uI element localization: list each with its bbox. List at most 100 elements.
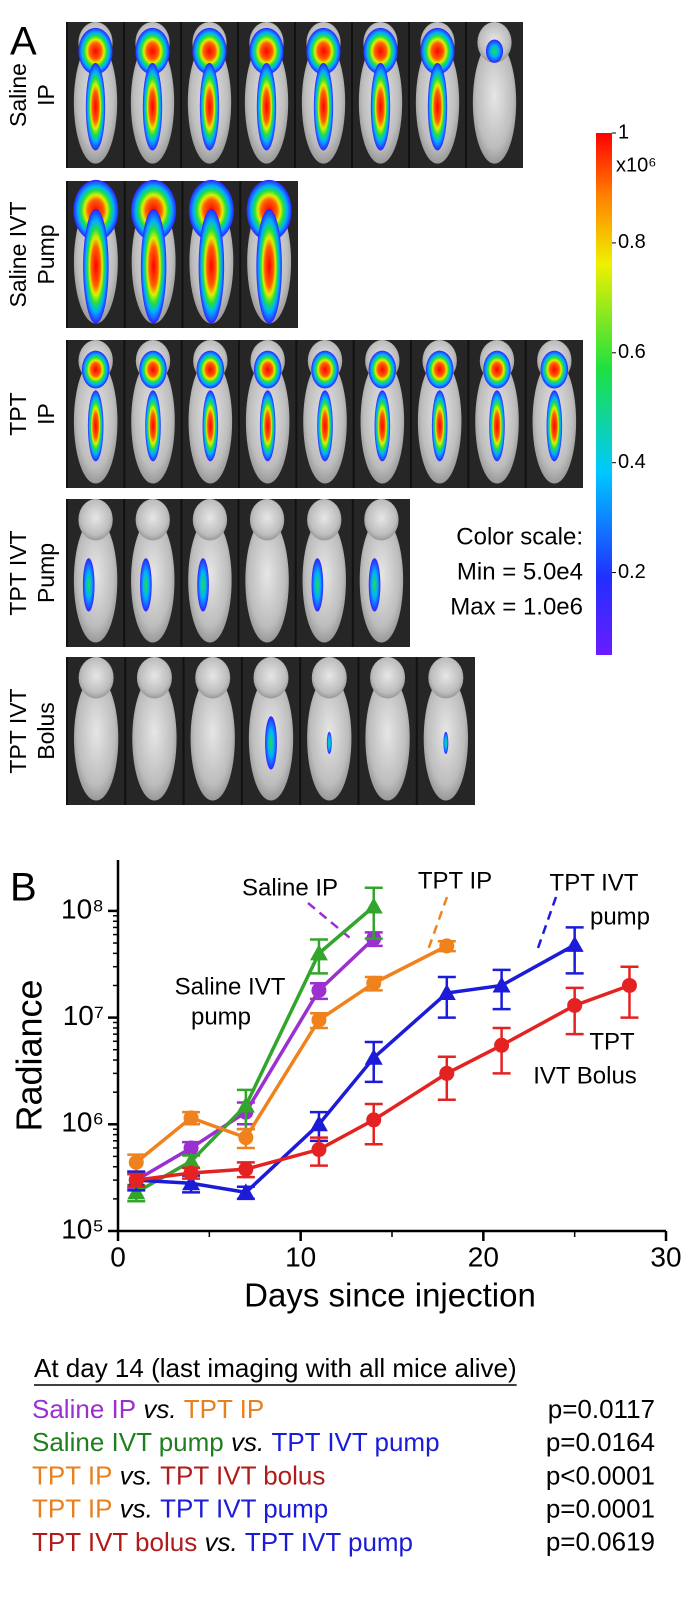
panel-letter: B <box>10 866 37 910</box>
p-value: p=0.0164 <box>546 1427 655 1457</box>
series-label: pump <box>191 1003 251 1030</box>
stats-vs: vs. <box>120 1460 153 1490</box>
mouse-head <box>78 498 113 541</box>
data-point <box>311 1012 327 1028</box>
space <box>153 1460 160 1490</box>
stats-left: Saline IP <box>32 1394 136 1424</box>
data-point <box>366 1112 382 1128</box>
data-point <box>183 1140 199 1156</box>
data-point <box>309 1115 328 1132</box>
space <box>153 1493 160 1523</box>
data-point <box>494 1037 510 1053</box>
signal <box>198 208 225 324</box>
signal <box>140 208 167 324</box>
colorbar-tick-label: 0.4 <box>618 451 646 473</box>
stats-panel: At day 14 (last imaging with all mice al… <box>32 1353 655 1557</box>
p-value: p=0.0117 <box>548 1394 655 1424</box>
stats-row: Saline IP vs. TPT IP <box>32 1394 264 1424</box>
row-label: Saline IVT <box>5 201 31 307</box>
y-tick-label: 10⁶ <box>61 1107 104 1138</box>
mouse-body <box>188 518 232 643</box>
signal <box>370 62 391 151</box>
x-axis-title: Days since injection <box>244 1277 536 1314</box>
data-point <box>565 935 584 952</box>
series-label: TPT IP <box>418 867 492 894</box>
data-point <box>437 984 456 1001</box>
signal <box>317 390 333 462</box>
colorbar-tick-label: 0.6 <box>618 341 646 363</box>
space <box>224 1427 231 1457</box>
p-value: p<0.0001 <box>546 1460 655 1490</box>
signal <box>135 27 170 75</box>
series-label: Saline IP <box>242 874 338 901</box>
row-label: Pump <box>33 543 59 603</box>
signal <box>142 62 163 151</box>
panel-b: B 10⁵ 10⁶ 10⁷ 10⁸ 0 10 20 30 Radiance Days since … <box>9 860 682 1314</box>
data-point <box>567 997 583 1013</box>
mouse-body <box>190 676 235 801</box>
row-label: TPT IVT <box>5 530 31 615</box>
data-point <box>182 1152 201 1169</box>
row-label: IP <box>33 403 59 425</box>
data-point <box>439 938 455 954</box>
signal <box>431 390 448 462</box>
x-tick-label: 20 <box>468 1241 499 1272</box>
signal <box>192 27 227 75</box>
space <box>112 1460 119 1490</box>
signal <box>87 390 104 462</box>
signal <box>249 27 284 75</box>
data-point <box>182 1174 201 1191</box>
data-point <box>364 1048 383 1065</box>
series-line <box>135 905 375 1194</box>
space <box>112 1493 119 1523</box>
signal <box>81 350 110 389</box>
signal <box>197 558 209 612</box>
row-label: TPT <box>5 392 31 435</box>
stats-right: TPT IP <box>184 1394 264 1424</box>
data-point <box>236 1096 255 1113</box>
signal <box>363 27 398 75</box>
data-point <box>238 1130 254 1146</box>
mouse-head <box>78 657 114 699</box>
mouse-body <box>132 676 177 801</box>
data-point <box>621 977 637 993</box>
signal <box>78 27 113 75</box>
y-tick-label: 10⁵ <box>61 1213 104 1244</box>
colorbar <box>596 133 612 655</box>
signal <box>368 558 381 612</box>
data-point <box>366 975 382 991</box>
signal <box>420 27 455 75</box>
signal <box>368 350 397 389</box>
signal <box>311 558 324 612</box>
stats-vs: vs. <box>143 1394 176 1424</box>
data-point <box>236 1183 255 1200</box>
space <box>238 1527 245 1557</box>
data-point <box>309 944 328 961</box>
row-label: Saline <box>5 63 31 127</box>
mouse-head <box>307 498 342 541</box>
stats-vs: vs. <box>120 1493 153 1523</box>
mouse-head <box>195 657 231 699</box>
data-point <box>311 982 327 998</box>
stats-row: TPT IP vs. TPT IVT pump <box>32 1493 328 1523</box>
colorbar-tick-label: 0.8 <box>618 231 646 253</box>
signal <box>546 390 563 462</box>
data-point <box>364 897 383 914</box>
mouse-head <box>364 498 399 541</box>
stats-left: TPT IP <box>32 1460 112 1490</box>
y-axis-title: Radiance <box>9 979 50 1131</box>
colorbar-tick-label: 1 <box>618 121 629 143</box>
signal <box>85 62 106 151</box>
mouse-head <box>136 657 172 699</box>
mouse-head <box>249 498 285 541</box>
mouse-body <box>73 518 118 643</box>
stats-right: TPT IVT pump <box>160 1493 328 1523</box>
mouse-body <box>73 676 119 801</box>
series-line <box>136 943 576 1195</box>
scale-note: Max = 1.0e6 <box>450 593 583 620</box>
signal <box>196 350 225 389</box>
stats-vs: vs. <box>231 1427 264 1457</box>
panel-letter: A <box>10 20 37 64</box>
signal <box>443 731 449 754</box>
